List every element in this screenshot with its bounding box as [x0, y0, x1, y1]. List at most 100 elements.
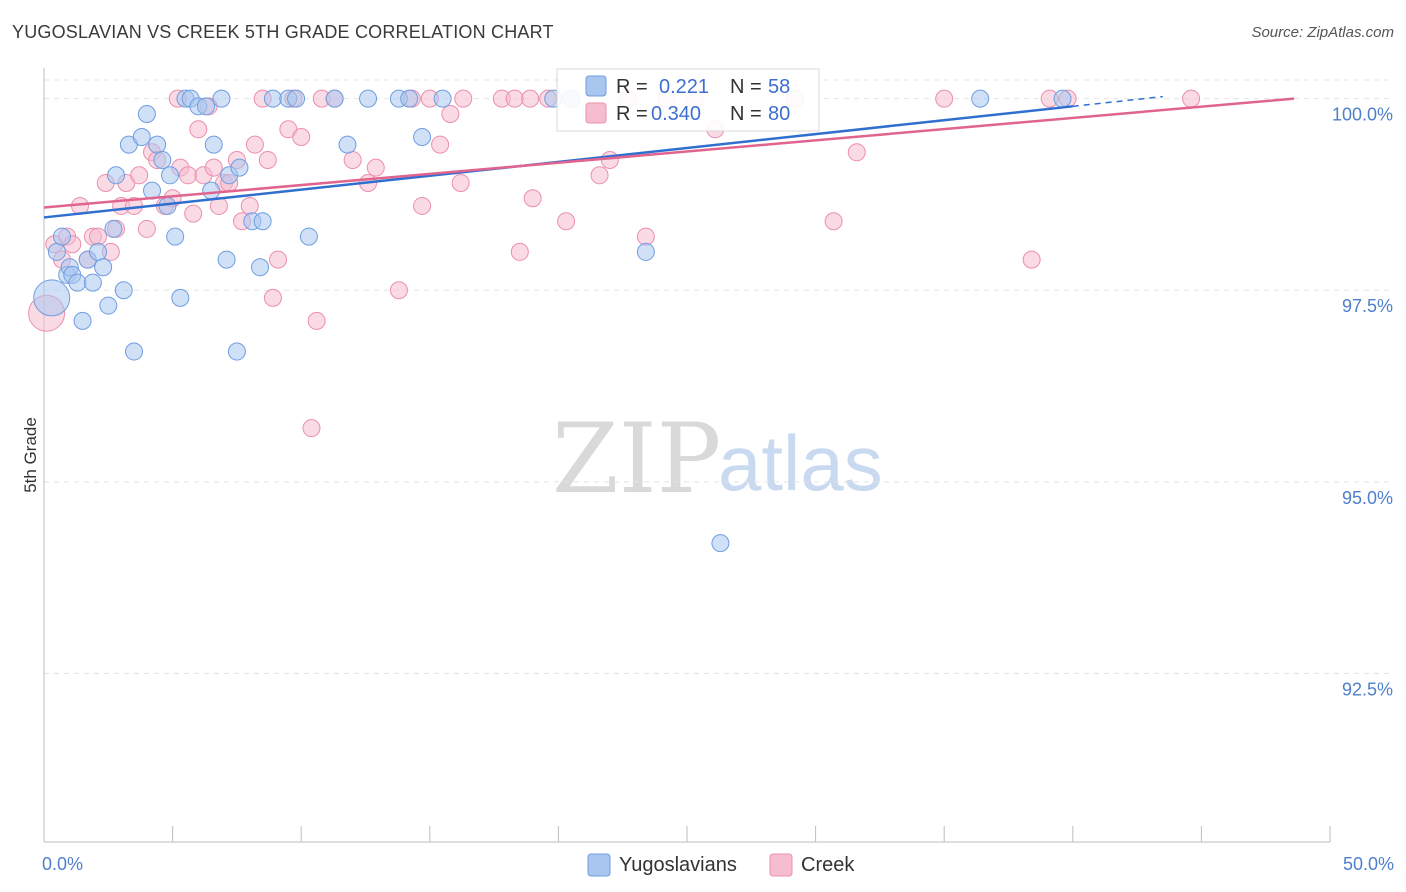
yugoslavian-point — [83, 273, 102, 292]
legend-r-label-creek: R = — [616, 103, 648, 125]
legend-n-label-yugoslavians: N = — [730, 76, 762, 98]
x-tick-label-max: 50.0% — [1343, 854, 1394, 874]
creek-point — [292, 127, 311, 146]
y-tick-label: 95.0% — [1342, 488, 1393, 508]
chart-title: YUGOSLAVIAN VS CREEK 5TH GRADE CORRELATI… — [12, 22, 554, 42]
yugoslavian-point — [161, 166, 180, 185]
yugoslavian-point — [433, 89, 452, 108]
bottom-legend-label-yugoslavians: Yugoslavians — [619, 854, 737, 876]
stats-legend: R = 0.221 N = 58 R = 0.340 N = 80 — [556, 68, 820, 132]
yugoslavian-point — [166, 227, 185, 246]
yugoslavian-point — [400, 89, 419, 108]
yugoslavian-point — [971, 89, 990, 108]
creek-point — [510, 242, 529, 261]
yugoslavian-point — [99, 296, 118, 315]
yugoslavian-point — [263, 89, 282, 108]
yugoslavian-point — [299, 227, 318, 246]
creek-point — [302, 419, 321, 438]
yugoslavian-point — [107, 166, 126, 185]
bottom-legend-swatch-creek — [769, 853, 793, 877]
legend-n-value-creek: 80 — [768, 103, 790, 125]
creek-point — [847, 143, 866, 162]
creek-point — [523, 189, 542, 208]
yugoslavian-point — [104, 219, 123, 238]
creek-point — [130, 166, 149, 185]
creek-point — [269, 250, 288, 269]
series-legend: Yugoslavians Creek — [587, 853, 855, 877]
yugoslavian-point — [148, 135, 167, 154]
creek-point — [258, 150, 277, 169]
yugoslavian-point — [251, 258, 270, 277]
creek-point — [137, 219, 156, 238]
creek-point — [245, 135, 264, 154]
source-label: Source: ZipAtlas.com — [1251, 24, 1394, 41]
bottom-legend-label-creek: Creek — [801, 854, 855, 876]
creek-point — [431, 135, 450, 154]
y-tick-label: 100.0% — [1332, 105, 1393, 125]
yugoslavian-point — [89, 242, 108, 261]
data-points — [28, 89, 1201, 553]
yugoslavian-point — [338, 135, 357, 154]
y-tick-labels: 92.5% 95.0% 97.5% 100.0% — [1332, 105, 1393, 700]
yugoslavian-point — [47, 242, 66, 261]
legend-swatch-creek — [585, 102, 607, 124]
legend-n-label-creek: N = — [730, 103, 762, 125]
yugoslavian-point — [636, 242, 655, 261]
watermark-zip: ZIP — [552, 403, 721, 515]
yugoslavian-point — [413, 127, 432, 146]
yugoslavian-point — [230, 158, 249, 177]
yugoslavian-point — [94, 258, 113, 277]
creek-point — [1182, 89, 1201, 108]
creek-point — [184, 204, 203, 223]
yugoslavian-point — [132, 127, 151, 146]
yugoslavian-point — [217, 250, 236, 269]
y-tick-label: 92.5% — [1342, 679, 1393, 699]
yugoslavian-point — [287, 89, 306, 108]
x-ticks — [43, 826, 1331, 842]
yugoslavian-point — [137, 104, 156, 123]
legend-swatch-yugoslavians — [585, 75, 607, 97]
creek-point — [413, 196, 432, 215]
yugoslavian-point — [325, 89, 344, 108]
yugoslavian-point — [53, 227, 72, 246]
legend-r-value-creek: 0.340 — [651, 103, 701, 125]
yugoslavian-point — [711, 534, 730, 553]
yugoslavian-point — [359, 89, 378, 108]
creek-point — [590, 166, 609, 185]
yugoslavian-point — [171, 288, 190, 307]
creek-point — [307, 311, 326, 330]
yugoslavian-point — [114, 281, 133, 300]
creek-point — [521, 89, 540, 108]
yugoslavian-point — [125, 342, 144, 361]
creek-point — [366, 158, 385, 177]
y-tick-label: 97.5% — [1342, 296, 1393, 316]
yugoslavian-point — [253, 212, 272, 231]
x-tick-label-min: 0.0% — [42, 854, 83, 874]
creek-point — [179, 166, 198, 185]
creek-point — [935, 89, 954, 108]
creek-point — [636, 227, 655, 246]
creek-point — [557, 212, 576, 231]
yugoslavian-point — [227, 342, 246, 361]
creek-point — [204, 158, 223, 177]
legend-r-label-yugoslavians: R = — [616, 76, 648, 98]
creek-point — [389, 281, 408, 300]
creek-point — [89, 227, 108, 246]
creek-point — [240, 196, 259, 215]
legend-r-value-yugoslavians: 0.221 — [659, 76, 709, 98]
creek-point — [454, 89, 473, 108]
trend-lines — [43, 95, 1295, 219]
yugoslavian-point — [68, 273, 87, 292]
watermark-atlas: atlas — [718, 419, 883, 507]
creek-point — [189, 120, 208, 139]
yugoslavian-point — [202, 181, 221, 200]
yugoslavian-point — [33, 279, 71, 317]
creek-point — [1022, 250, 1041, 269]
creek-point — [824, 212, 843, 231]
creek-point — [505, 89, 524, 108]
legend-n-value-yugoslavians: 58 — [768, 76, 790, 98]
creek-point — [343, 150, 362, 169]
y-axis-label: 5th Grade — [21, 417, 40, 493]
creek-point — [441, 104, 460, 123]
